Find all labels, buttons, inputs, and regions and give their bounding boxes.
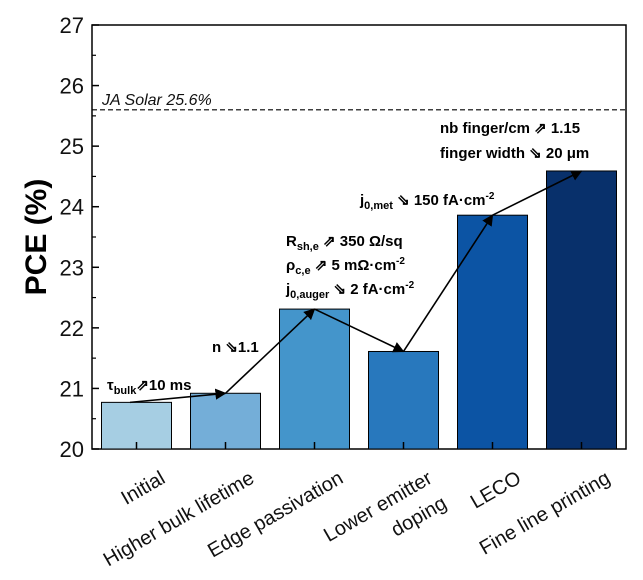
y-tick-label: 27 [60,13,84,38]
y-tick-label: 20 [60,437,84,462]
annotation-4-line-1: j0,met ⇘ 150 fA·cm-2 [359,191,495,212]
y-axis: 20 21 22 23 24 25 26 27 [60,13,99,462]
reference-line-group: JA Solar 25.6% [92,92,626,111]
bar-3 [279,308,350,450]
annotation-2-line-1: n ⇘1.1 [212,339,259,356]
y-tick-label: 22 [60,316,84,341]
bar-2 [190,392,261,450]
annotation-3-line-3: j0,auger ⇘ 2 fA·cm-2 [285,280,415,301]
bars-group [101,170,617,450]
y-tick-label: 21 [60,376,84,401]
bar-4 [368,350,439,450]
progression-arrow [129,388,227,404]
annotation-3-line-2: ρc,e ⇗ 5 mΩ·cm-2 [286,256,405,277]
y-tick-label: 23 [60,255,84,280]
progression-arrow [224,308,316,394]
x-tick-label: Initial [118,467,169,509]
reference-line-label: JA Solar 25.6% [101,92,212,109]
progression-arrows [129,170,583,404]
bar-6 [546,170,617,450]
x-tick-label: Higher bulk lifetime [100,467,258,571]
annotations-group: τbulk⇗10 ms n ⇘1.1 Rsh,e ⇗ 350 Ω/sq ρc,e ⇗ … [107,120,589,397]
y-tick-label: 24 [60,195,84,220]
y-tick-label: 26 [60,74,84,99]
y-tick-label: 25 [60,134,84,159]
annotation-1-line-1: τbulk⇗10 ms [107,377,191,397]
bar-5 [457,214,528,450]
y-axis-label: PCE (%) [20,179,53,296]
annotation-3-line-1: Rsh,e ⇗ 350 Ω/sq [286,233,403,253]
progression-arrow [492,170,583,216]
annotation-5-line-2: finger width ⇘ 20 μm [440,145,589,162]
progression-arrow [314,308,405,353]
progression-arrow [402,214,494,352]
annotation-5-line-1: nb finger/cm ⇗ 1.15 [440,120,580,137]
x-tick-label: LECO [467,467,525,513]
